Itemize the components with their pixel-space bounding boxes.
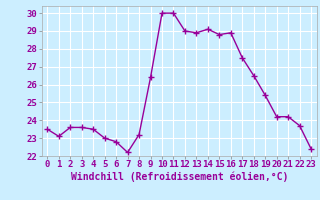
X-axis label: Windchill (Refroidissement éolien,°C): Windchill (Refroidissement éolien,°C) xyxy=(70,172,288,182)
